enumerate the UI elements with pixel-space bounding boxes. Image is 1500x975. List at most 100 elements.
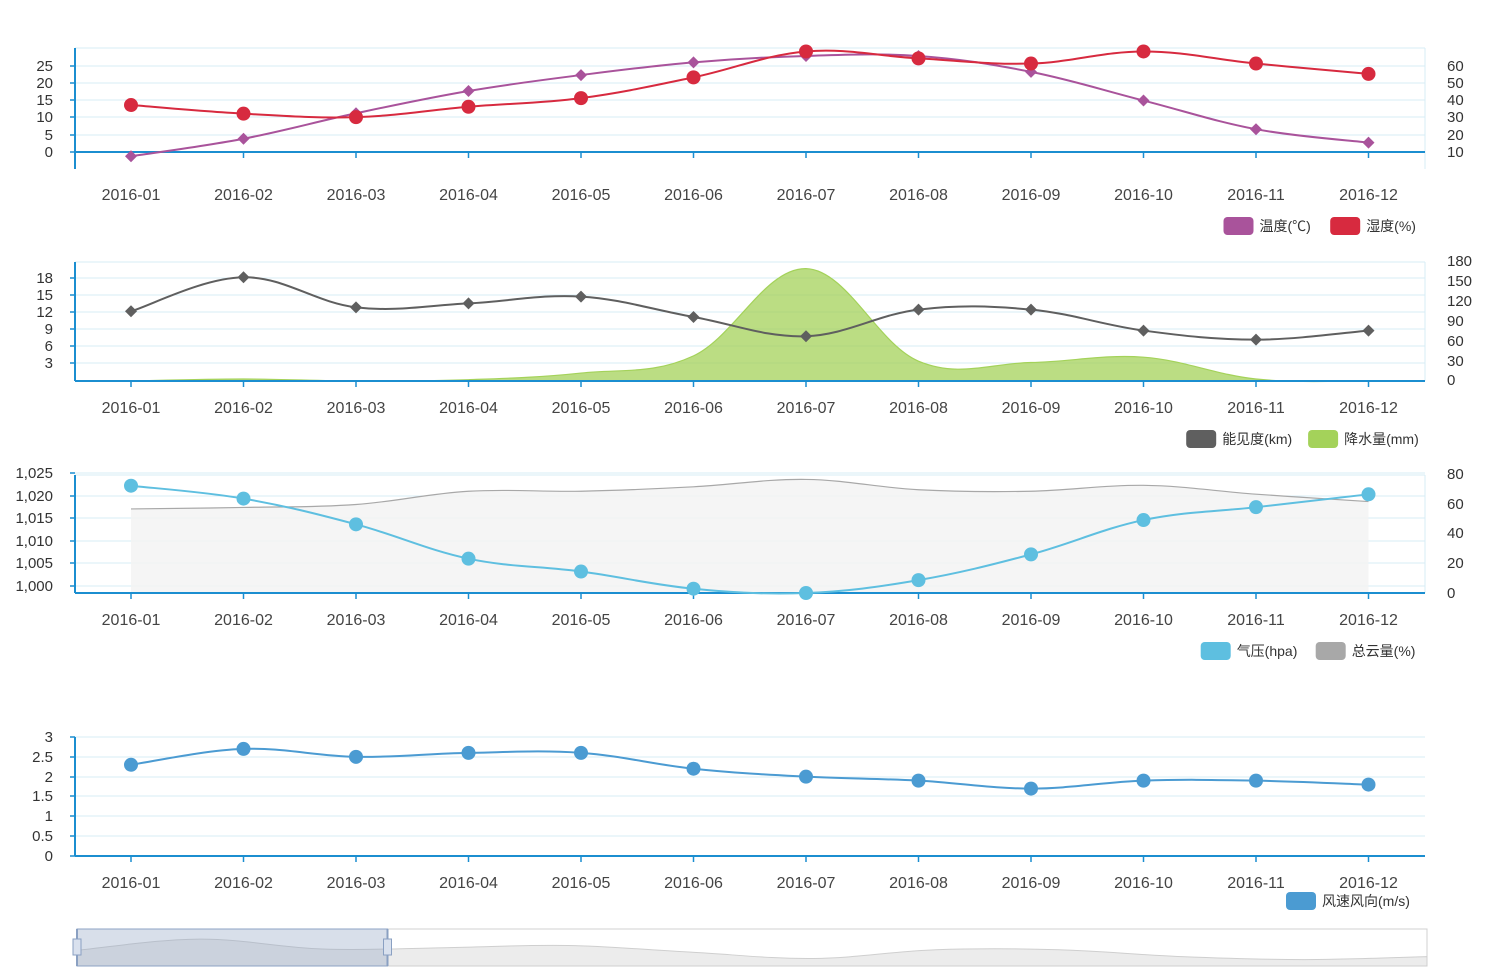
- legend-label[interactable]: 降水量(mm): [1344, 431, 1419, 447]
- x-tick-label: 2016-03: [327, 400, 386, 417]
- legend-label[interactable]: 气压(hpa): [1237, 643, 1298, 659]
- data-point-diamond[interactable]: [1362, 136, 1375, 149]
- data-point-diamond[interactable]: [1025, 303, 1037, 316]
- x-tick-label: 2016-06: [664, 612, 723, 629]
- x-tick-label: 2016-06: [664, 400, 723, 417]
- data-point[interactable]: [236, 741, 251, 756]
- data-point[interactable]: [686, 761, 701, 776]
- data-point-diamond[interactable]: [462, 84, 475, 97]
- data-point[interactable]: [236, 491, 251, 506]
- legend[interactable]: 风速风向(m/s): [1286, 892, 1410, 910]
- data-point[interactable]: [1361, 66, 1376, 81]
- data-point[interactable]: [1024, 781, 1038, 796]
- legend-label[interactable]: 总云量(%): [1352, 643, 1416, 659]
- data-point-diamond[interactable]: [1250, 333, 1262, 346]
- x-tick-label: 2016-11: [1227, 875, 1285, 892]
- x-tick-label: 2016-10: [1114, 187, 1173, 204]
- x-tick-label: 2016-05: [552, 875, 611, 892]
- x-tick-label: 2016-03: [327, 187, 386, 204]
- data-point[interactable]: [1024, 547, 1038, 562]
- legend-label[interactable]: 能见度(km): [1222, 431, 1292, 447]
- x-tick-label: 2016-09: [1002, 612, 1061, 629]
- zoom-window[interactable]: [76, 928, 388, 967]
- x-tick-label: 2016-12: [1339, 612, 1398, 629]
- legend[interactable]: 降水量(mm) 能见度(km): [1186, 430, 1419, 448]
- data-point-diamond[interactable]: [462, 297, 475, 310]
- y-tick-label-left: 1,005: [15, 555, 53, 572]
- data-point-diamond[interactable]: [912, 303, 925, 316]
- data-point-diamond[interactable]: [1137, 324, 1150, 337]
- data-point[interactable]: [1361, 777, 1376, 792]
- data-point[interactable]: [124, 98, 138, 113]
- data-point[interactable]: [349, 749, 363, 764]
- data-point-diamond[interactable]: [1250, 123, 1262, 136]
- legend-swatch[interactable]: [1286, 892, 1316, 910]
- legend-label[interactable]: 温度(℃): [1260, 218, 1311, 234]
- data-point[interactable]: [1249, 500, 1263, 515]
- data-point[interactable]: [574, 91, 588, 106]
- legend-label[interactable]: 风速风向(m/s): [1322, 893, 1410, 909]
- legend-swatch[interactable]: [1200, 642, 1231, 660]
- x-tick-label: 2016-10: [1114, 612, 1173, 629]
- series-area-2: [131, 479, 1369, 593]
- data-point[interactable]: [236, 106, 251, 121]
- data-point[interactable]: [1361, 487, 1376, 502]
- data-point[interactable]: [1249, 56, 1263, 71]
- data-point[interactable]: [574, 564, 588, 579]
- data-point[interactable]: [349, 517, 363, 532]
- legend-swatch[interactable]: [1308, 430, 1339, 448]
- x-tick-label: 2016-08: [889, 875, 948, 892]
- x-tick-label: 2016-02: [214, 875, 273, 892]
- data-point[interactable]: [1136, 44, 1151, 59]
- data-point[interactable]: [799, 769, 813, 784]
- data-point[interactable]: [686, 70, 701, 85]
- data-point-diamond[interactable]: [125, 305, 137, 318]
- data-point[interactable]: [124, 757, 138, 772]
- data-point[interactable]: [1024, 56, 1038, 71]
- legend-swatch[interactable]: [1330, 217, 1361, 235]
- data-point[interactable]: [1136, 773, 1151, 788]
- data-point-diamond[interactable]: [350, 301, 362, 314]
- legend-swatch[interactable]: [1223, 217, 1254, 235]
- y-tick-label-left: 18: [36, 270, 53, 287]
- data-point[interactable]: [911, 573, 926, 588]
- data-point[interactable]: [124, 478, 138, 493]
- legend[interactable]: 总云量(%) 气压(hpa): [1200, 642, 1416, 660]
- data-point[interactable]: [1136, 513, 1151, 528]
- data-point[interactable]: [461, 99, 476, 114]
- x-tick-label: 2016-03: [327, 875, 386, 892]
- data-point[interactable]: [574, 745, 588, 760]
- legend[interactable]: 湿度(%) 温度(℃): [1223, 217, 1416, 235]
- data-point[interactable]: [461, 551, 476, 566]
- zoom-grip-icon[interactable]: [383, 938, 392, 956]
- data-point[interactable]: [1249, 773, 1263, 788]
- data-zoom-slider[interactable]: [72, 928, 1428, 967]
- y-tick-label-right: 10: [1447, 144, 1464, 161]
- y-tick-label-left: 2.5: [32, 749, 53, 766]
- data-point-diamond[interactable]: [125, 150, 137, 163]
- data-point-diamond[interactable]: [687, 56, 700, 69]
- legend-swatch[interactable]: [1186, 430, 1217, 448]
- data-point-diamond[interactable]: [575, 290, 587, 303]
- data-point-diamond[interactable]: [237, 271, 250, 284]
- data-point-diamond[interactable]: [687, 310, 700, 323]
- legend-swatch[interactable]: [1315, 642, 1346, 660]
- data-point[interactable]: [461, 745, 476, 760]
- data-point-diamond[interactable]: [1137, 94, 1150, 107]
- chart-panel-4: 3 2.5 2 1.5 1 0.5 0 2016-01 2016-02 2016-03 2016-0…: [32, 729, 1425, 910]
- data-point-diamond[interactable]: [575, 69, 587, 82]
- data-point-diamond[interactable]: [1362, 324, 1375, 337]
- data-point[interactable]: [911, 51, 926, 66]
- x-tick-label: 2016-09: [1002, 187, 1061, 204]
- data-point-diamond[interactable]: [800, 330, 812, 343]
- legend-label[interactable]: 湿度(%): [1366, 218, 1416, 234]
- data-point[interactable]: [799, 586, 813, 600]
- data-point[interactable]: [349, 110, 363, 125]
- data-point[interactable]: [911, 773, 926, 788]
- axes: 1,025 1,020 1,015 1,010 1,005 1,000 80 60 40 20 0 2…: [15, 465, 1463, 629]
- zoom-grip-icon[interactable]: [72, 938, 82, 956]
- data-point-diamond[interactable]: [237, 132, 250, 145]
- data-point[interactable]: [686, 581, 701, 596]
- data-point[interactable]: [799, 44, 813, 59]
- y-tick-label-right: 0: [1447, 372, 1455, 389]
